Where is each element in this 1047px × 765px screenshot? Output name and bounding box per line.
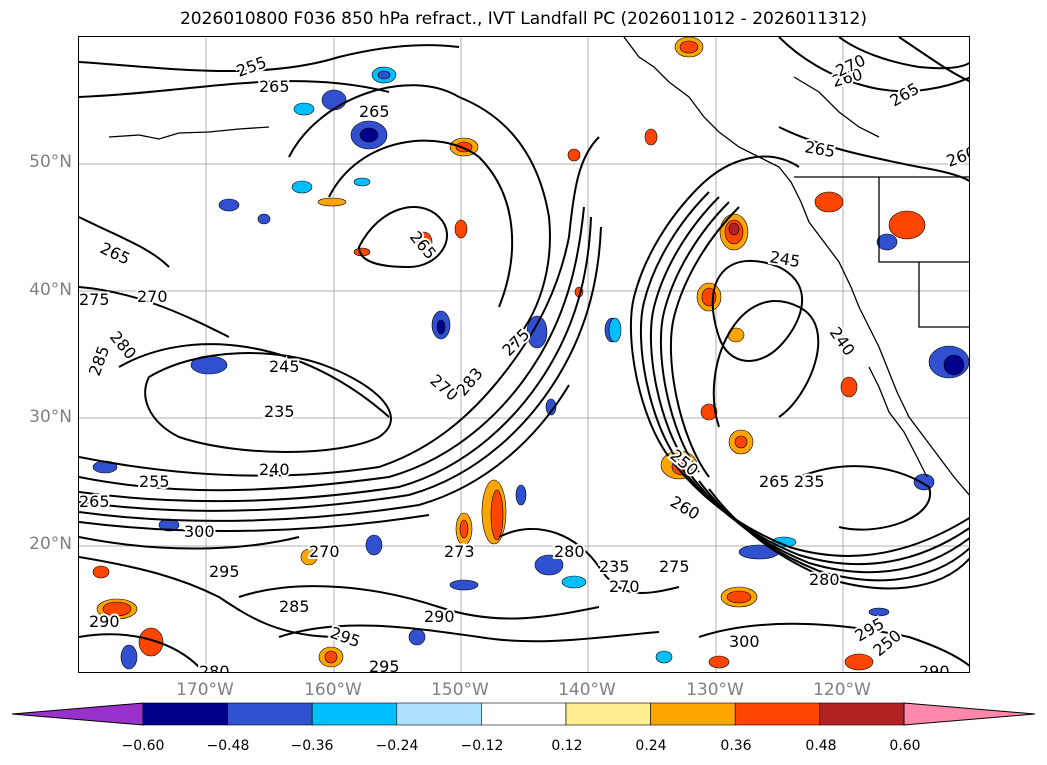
contour-label: 240	[826, 323, 859, 359]
colorbar-tick: −0.36	[290, 738, 334, 754]
contour-label: 300	[184, 522, 215, 541]
map-title: 2026010800 F036 850 hPa refract., IVT La…	[179, 9, 867, 29]
contour-label: 275	[659, 557, 690, 576]
contour-label: 235	[264, 402, 295, 421]
lon-label-160w: 160°W	[304, 680, 362, 700]
contour-label: 275	[79, 290, 110, 309]
contour-label: 265	[359, 102, 390, 121]
contour-label: 235	[599, 557, 630, 576]
lat-label-40n: 40°N	[29, 280, 72, 300]
colorbar-tick: 0.24	[635, 738, 667, 754]
colorbar-bin	[142, 702, 228, 726]
colorbar-tick: −0.12	[460, 738, 504, 754]
colorbar-over-arrow	[903, 702, 1036, 726]
contour-label: 280	[809, 570, 840, 589]
contour-label: 290	[89, 612, 120, 631]
contour-label: 295	[369, 657, 400, 673]
contour-label: 285	[85, 343, 113, 378]
colorbar-tick: 0.60	[889, 738, 921, 754]
colorbar-bin	[481, 702, 567, 726]
colorbar-bin	[311, 702, 398, 726]
contour-label: 265	[887, 79, 923, 111]
lat-label-20n: 20°N	[29, 534, 72, 554]
contour-label: 270	[137, 287, 168, 306]
contour-label: 265	[97, 238, 133, 268]
colorbar-under-arrow	[11, 702, 144, 726]
coastline	[108, 37, 969, 496]
contour-label: 295	[209, 562, 240, 581]
lon-label-120w: 120°W	[813, 680, 871, 700]
contour-label: 280	[554, 542, 585, 561]
lat-label-30n: 30°N	[29, 407, 72, 427]
contour-label: 290	[424, 607, 455, 626]
colorbar-tick: 0.12	[551, 738, 583, 754]
lon-label-140w: 140°W	[558, 680, 616, 700]
contour-label: 265	[79, 492, 110, 511]
colorbar-bin	[227, 702, 313, 726]
colorbar-bin	[819, 702, 905, 726]
colorbar-bin	[734, 702, 821, 726]
contour-label: 260	[667, 492, 703, 524]
contour-label: 240	[259, 460, 290, 479]
contour-label: 260	[944, 142, 970, 170]
lon-label-170w: 170°W	[176, 680, 234, 700]
contour-label: 270	[609, 577, 640, 596]
colorbar-bin	[650, 702, 736, 726]
colorbar-bin	[396, 702, 482, 726]
colorbar-tick: −0.24	[375, 738, 419, 754]
contour-label: 300	[729, 632, 760, 651]
contour-label: 285	[279, 597, 310, 616]
map-panel: 255 265 260 265 270 265 260 265 265 245 240 275 270 2…	[78, 36, 970, 673]
contour-label: 235	[794, 472, 825, 491]
contour-label: 290	[919, 662, 950, 673]
contour-label: 255	[139, 472, 170, 491]
lon-label-130w: 130°W	[686, 680, 744, 700]
contour-label: 245	[269, 357, 300, 376]
contour-label: 245	[768, 247, 801, 271]
contour-label: 270	[309, 542, 340, 561]
contour-label: 265	[259, 77, 290, 96]
colorbar-tick: 0.36	[720, 738, 752, 754]
colorbar-bin	[565, 702, 651, 726]
contour-label: 265	[803, 137, 836, 161]
anomaly-shading	[92, 37, 969, 671]
contour-label: 280	[106, 327, 140, 363]
colorbar-tick: −0.48	[206, 738, 250, 754]
contour-lines	[79, 37, 969, 668]
colorbar-tick: 0.48	[805, 738, 837, 754]
colorbar	[11, 702, 1036, 726]
contour-label: 273	[444, 542, 475, 561]
lat-label-50n: 50°N	[29, 152, 72, 172]
colorbar-tick: −0.60	[121, 738, 165, 754]
lon-label-150w: 150°W	[431, 680, 489, 700]
contour-label: 265	[759, 472, 790, 491]
contour-label: 280	[199, 662, 230, 673]
